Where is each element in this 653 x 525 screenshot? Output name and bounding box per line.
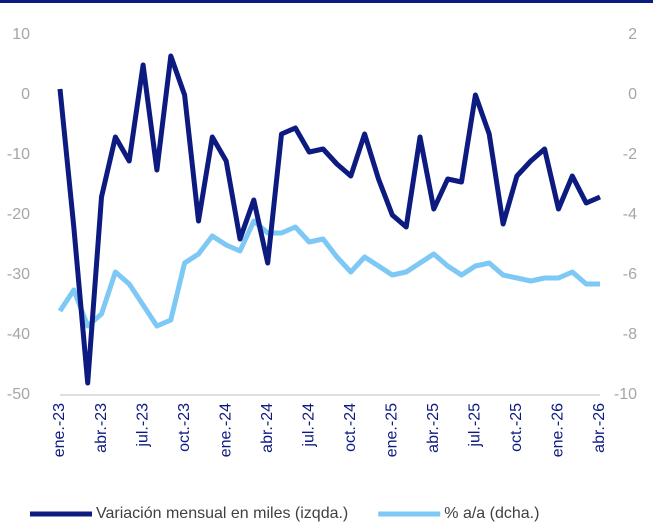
x-tick-label: ene.-23: [51, 403, 68, 457]
x-tick-label: oct.-24: [342, 403, 359, 452]
y-tick-label: -50: [7, 386, 30, 403]
y2-tick-label: -8: [623, 326, 637, 343]
legend-label: Variación mensual en miles (izqda.): [96, 505, 348, 522]
x-tick-label: ene.-25: [384, 403, 401, 457]
y2-tick-label: 0: [628, 86, 637, 103]
x-tick-label: jul.-25: [467, 403, 484, 448]
top-rule: [0, 0, 653, 3]
y2-tick-label: -10: [614, 386, 637, 403]
legend-label: % a/a (dcha.): [444, 505, 539, 522]
y2-tick-label: -6: [623, 266, 637, 283]
series-line: [57, 53, 601, 386]
y-tick-label: -30: [7, 266, 30, 283]
x-tick-label: abr.-26: [591, 403, 608, 453]
y-tick-label: -40: [7, 326, 30, 343]
x-tick-label: oct.-23: [176, 403, 193, 452]
x-tick-label: abr.-23: [93, 403, 110, 453]
y2-tick-label: -4: [623, 206, 637, 223]
y-tick-label: -10: [7, 146, 30, 163]
x-tick-label: oct.-25: [508, 403, 525, 452]
y-tick-label: 0: [21, 86, 30, 103]
y2-tick-label: 2: [628, 26, 637, 43]
y-tick-label: 10: [12, 26, 30, 43]
x-tick-label: abr.-24: [259, 403, 276, 453]
x-tick-label: jul.-23: [134, 403, 151, 448]
x-tick-label: ene.-24: [217, 403, 234, 457]
x-tick-label: jul.-24: [300, 403, 317, 448]
x-tick-label: ene.-26: [550, 403, 567, 457]
series-line: [57, 218, 600, 329]
y-tick-label: -20: [7, 206, 30, 223]
x-tick-label: abr.-25: [425, 403, 442, 453]
y2-tick-label: -2: [623, 146, 637, 163]
